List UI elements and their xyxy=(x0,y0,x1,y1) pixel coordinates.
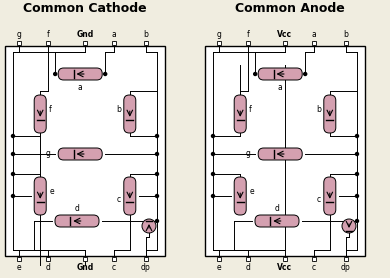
Text: e: e xyxy=(249,187,254,197)
Text: c: c xyxy=(312,263,316,272)
Circle shape xyxy=(156,220,158,222)
FancyBboxPatch shape xyxy=(324,177,336,215)
Bar xyxy=(46,41,50,45)
Bar xyxy=(283,41,287,45)
Text: c: c xyxy=(117,195,121,205)
Circle shape xyxy=(356,135,358,138)
Circle shape xyxy=(211,173,215,175)
Circle shape xyxy=(356,153,358,155)
Text: g: g xyxy=(45,150,50,158)
Text: g: g xyxy=(217,30,222,39)
FancyBboxPatch shape xyxy=(258,68,302,80)
FancyBboxPatch shape xyxy=(324,95,336,133)
Circle shape xyxy=(211,153,215,155)
FancyBboxPatch shape xyxy=(124,177,136,215)
Circle shape xyxy=(156,195,158,197)
Circle shape xyxy=(11,135,14,138)
Bar xyxy=(144,257,148,261)
Bar xyxy=(83,41,87,45)
Bar xyxy=(283,257,287,261)
Text: f: f xyxy=(49,105,52,115)
Text: a: a xyxy=(278,83,283,92)
Circle shape xyxy=(211,195,215,197)
FancyBboxPatch shape xyxy=(58,68,102,80)
Text: c: c xyxy=(317,195,321,205)
Text: Common Cathode: Common Cathode xyxy=(23,2,147,15)
Circle shape xyxy=(304,73,307,76)
Bar xyxy=(83,257,87,261)
FancyBboxPatch shape xyxy=(55,215,99,227)
FancyBboxPatch shape xyxy=(58,148,102,160)
Text: d: d xyxy=(246,263,251,272)
Text: d: d xyxy=(275,204,280,213)
Text: c: c xyxy=(112,263,116,272)
Bar xyxy=(144,41,148,45)
Bar xyxy=(46,257,50,261)
Bar xyxy=(18,257,21,261)
Text: d: d xyxy=(74,204,80,213)
Text: b: b xyxy=(316,105,321,115)
Text: e: e xyxy=(49,187,54,197)
Bar xyxy=(112,41,116,45)
Text: f: f xyxy=(247,30,250,39)
Bar xyxy=(344,41,348,45)
Text: Common Anode: Common Anode xyxy=(235,2,345,15)
Text: Gnd: Gnd xyxy=(76,30,94,39)
Text: b: b xyxy=(116,105,121,115)
Text: a: a xyxy=(312,30,316,39)
Circle shape xyxy=(356,195,358,197)
Text: Gnd: Gnd xyxy=(76,263,94,272)
Bar xyxy=(344,257,348,261)
FancyBboxPatch shape xyxy=(34,177,46,215)
Text: f: f xyxy=(47,30,50,39)
Circle shape xyxy=(11,153,14,155)
FancyBboxPatch shape xyxy=(34,95,46,133)
Text: g: g xyxy=(17,30,22,39)
Bar xyxy=(312,257,316,261)
Circle shape xyxy=(54,73,57,76)
Text: a: a xyxy=(112,30,116,39)
Text: g: g xyxy=(245,150,250,158)
Circle shape xyxy=(11,173,14,175)
Bar xyxy=(312,41,316,45)
Text: dp: dp xyxy=(341,263,351,272)
Text: e: e xyxy=(17,263,22,272)
Text: d: d xyxy=(46,263,51,272)
Text: Vcc: Vcc xyxy=(277,30,292,39)
Text: f: f xyxy=(249,105,252,115)
Text: Vcc: Vcc xyxy=(277,263,292,272)
Circle shape xyxy=(104,73,107,76)
Circle shape xyxy=(156,135,158,138)
Circle shape xyxy=(254,73,257,76)
Circle shape xyxy=(142,219,156,233)
Text: b: b xyxy=(144,30,148,39)
Circle shape xyxy=(11,195,14,197)
Circle shape xyxy=(156,173,158,175)
Circle shape xyxy=(356,173,358,175)
FancyBboxPatch shape xyxy=(124,95,136,133)
Bar xyxy=(217,257,222,261)
Circle shape xyxy=(211,135,215,138)
Text: a: a xyxy=(78,83,83,92)
Bar xyxy=(18,41,21,45)
Bar xyxy=(217,41,222,45)
FancyBboxPatch shape xyxy=(234,95,246,133)
Bar xyxy=(205,46,365,256)
Bar xyxy=(246,257,250,261)
FancyBboxPatch shape xyxy=(255,215,299,227)
Bar xyxy=(5,46,165,256)
Text: b: b xyxy=(343,30,348,39)
Circle shape xyxy=(342,219,356,233)
Text: e: e xyxy=(217,263,222,272)
Circle shape xyxy=(156,153,158,155)
Bar xyxy=(112,257,116,261)
Text: dp: dp xyxy=(141,263,151,272)
FancyBboxPatch shape xyxy=(258,148,302,160)
Bar xyxy=(246,41,250,45)
Circle shape xyxy=(356,220,358,222)
FancyBboxPatch shape xyxy=(234,177,246,215)
